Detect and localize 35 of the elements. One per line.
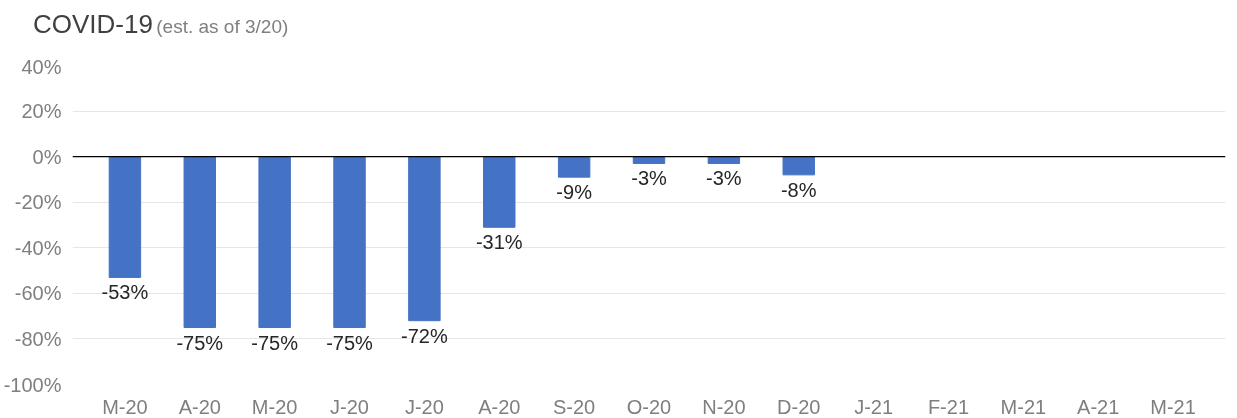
chart-title: COVID-19 (33, 9, 153, 39)
y-tick-label: -40% (14, 236, 62, 259)
x-tick-label: S-20 (553, 395, 596, 418)
x-tick-label: A-20 (478, 395, 521, 418)
x-tick-label: A-21 (1077, 395, 1120, 418)
data-label: -3% (706, 167, 742, 190)
x-tick-label: M-21 (1000, 395, 1047, 418)
data-label: -53% (101, 281, 149, 304)
y-tick-label: 40% (21, 55, 62, 78)
x-tick-label: J-20 (404, 395, 444, 418)
y-tick-label: 20% (21, 100, 62, 123)
x-tick-label: J-21 (854, 395, 894, 418)
y-tick-label: -80% (14, 327, 62, 350)
x-tick-label: F-21 (927, 395, 970, 418)
data-label: -75% (251, 331, 299, 354)
x-tick-label: M-20 (102, 395, 148, 418)
data-label: -8% (780, 178, 817, 201)
y-tick-label: -60% (14, 282, 62, 305)
y-tick-label: 0% (32, 145, 62, 168)
x-tick-label: M-20 (251, 395, 298, 418)
data-label: -72% (401, 324, 448, 347)
chart-subtitle: (est. as of 3/20) (156, 16, 289, 37)
y-tick-label: -100% (3, 373, 62, 396)
x-tick-label: A-20 (178, 395, 221, 418)
x-tick-label: J-20 (330, 395, 369, 418)
y-tick-label: -20% (14, 191, 62, 214)
data-label: -75% (176, 331, 224, 354)
x-tick-label: M-21 (1150, 395, 1196, 418)
x-tick-label: N-20 (702, 395, 746, 418)
data-label: -9% (556, 181, 593, 204)
data-label: -31% (475, 231, 523, 254)
data-label: -3% (631, 167, 667, 190)
x-tick-label: O-20 (626, 395, 672, 418)
data-label: -75% (326, 331, 374, 354)
x-tick-label: D-20 (777, 395, 821, 418)
